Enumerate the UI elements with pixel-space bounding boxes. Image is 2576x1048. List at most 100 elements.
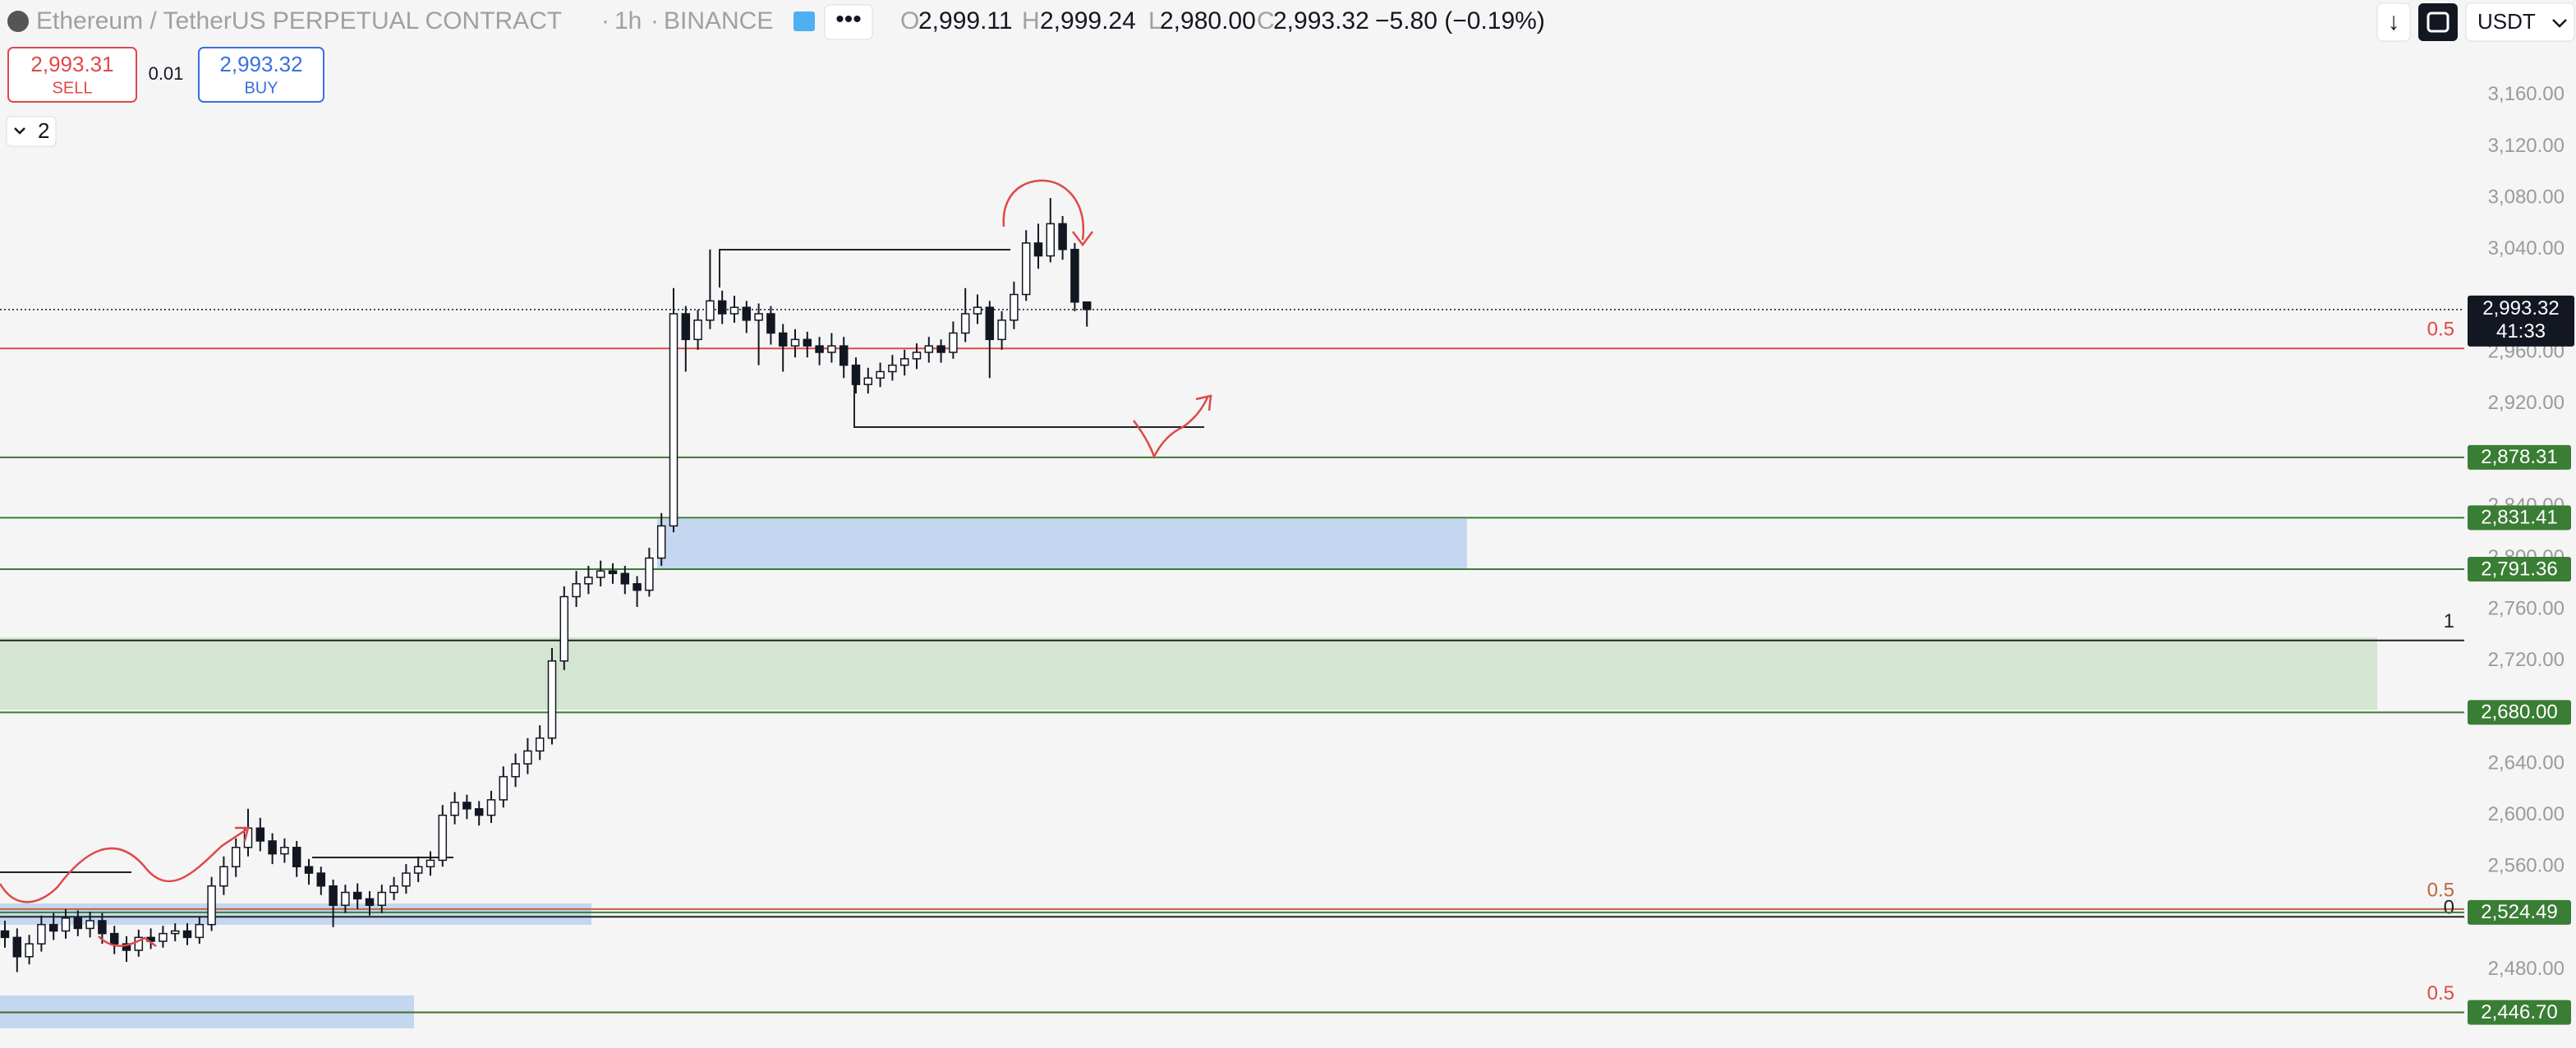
price-axis: 3,160.003,120.003,080.003,040.002,960.00… [2468,83,2574,1025]
candle-body [1021,242,1031,296]
candle-body [195,923,205,939]
candle-body [645,557,654,591]
separator: · [651,7,659,34]
separator: · [601,7,610,34]
candle-body [486,799,496,816]
y-tick-label: 2,640.00 [2488,752,2564,774]
collapse-button[interactable] [6,116,57,147]
symbol: Ethereum / TetherUS PERPETUAL CONTRACT [36,7,562,34]
candle-body [572,583,581,598]
chevron [2552,19,2567,28]
level-tag-label: 2,878.31 [2481,446,2557,468]
sell-label: SELL [53,79,93,97]
candle-body [292,847,301,867]
arch-arrow [1002,179,1085,241]
candle-body [973,306,982,315]
candle-body [656,525,666,559]
fib-label: 0.5 [2427,319,2454,341]
y-tick-label: 2,560.00 [2488,855,2564,877]
sell-button[interactable] [7,47,137,103]
symbol-logo [7,11,29,32]
candle-body [839,345,849,366]
candle-body [729,306,739,315]
level-tag [2468,899,2571,925]
arrows [0,179,1212,948]
buy-label: BUY [244,79,278,97]
candle-body [438,814,448,862]
screen-button[interactable] [2418,3,2458,41]
candle-body [426,859,435,867]
candle-body [949,332,958,353]
currency-button[interactable] [2465,2,2575,42]
arrow-head [235,826,250,842]
sell-price: 2,993.31 [30,52,113,76]
candle-body [985,306,995,341]
y-tick-label: 3,120.00 [2488,135,2564,157]
candle-body [413,866,423,874]
level-tag [2468,557,2571,582]
level-tag [2468,444,2571,470]
screen-icon [2426,11,2450,33]
y-tick-label: 2,600.00 [2488,803,2564,825]
candle-body [1033,242,1043,257]
level-tag-label: 2,831.41 [2481,507,2557,529]
candle-body [48,923,58,932]
candle-body [1058,223,1067,251]
y-tick-label: 2,920.00 [2488,392,2564,414]
candle-body [523,750,532,765]
candle-body [231,847,241,867]
candle-body [377,891,387,906]
green-zone [0,637,2377,710]
fib-label: 0.5 [2427,879,2454,901]
candle-body [742,306,752,321]
levels: 0.510.500.5 [0,309,2464,1014]
fib-label: 0.5 [2427,982,2454,1004]
countdown: 41:33 [2496,320,2546,342]
candle-body [851,364,861,385]
candle-body [608,570,618,575]
candles [0,198,1092,972]
download-button[interactable] [2376,2,2411,42]
ohlc-value: 2,980.00 [1160,7,1256,34]
arrow-head [1072,231,1093,247]
candle-body [559,595,569,662]
candle-body [0,930,10,939]
buy-button[interactable] [198,47,324,103]
candle-body [1010,293,1019,321]
candle-body [936,345,945,353]
candle-body [547,660,557,739]
candle-body [693,319,702,341]
last-price-label: 2,993.32 [2482,297,2559,319]
chevron [14,127,25,135]
interval[interactable]: 1h [614,7,642,34]
spread: 0.01 [149,63,184,84]
candle-body [12,936,22,958]
range-line [853,381,1204,428]
candle-body [766,313,775,334]
ohlc-key: L [1148,7,1162,34]
candle-body [912,352,922,360]
candle-body [182,930,192,939]
ohlc-key: C [1257,7,1275,34]
level-tag [2468,700,2571,725]
buy-price: 2,993.32 [219,52,302,76]
candle-body [632,583,642,591]
candle-body [122,943,131,951]
candle-body [511,763,520,778]
candle-body [960,313,970,334]
y-tick-label: 2,760.00 [2488,597,2564,619]
candle-body [365,898,375,906]
flag-icon[interactable] [794,11,815,31]
candle-body [584,577,593,585]
wave-arrow [98,935,157,948]
candle-body [389,885,398,894]
more-button[interactable] [824,4,873,40]
candle-body [669,313,678,527]
candle-body [450,802,459,816]
candle-body [1070,248,1079,303]
candle-body [462,802,472,810]
last-price-tag [2468,295,2574,347]
candle-body [352,891,362,900]
